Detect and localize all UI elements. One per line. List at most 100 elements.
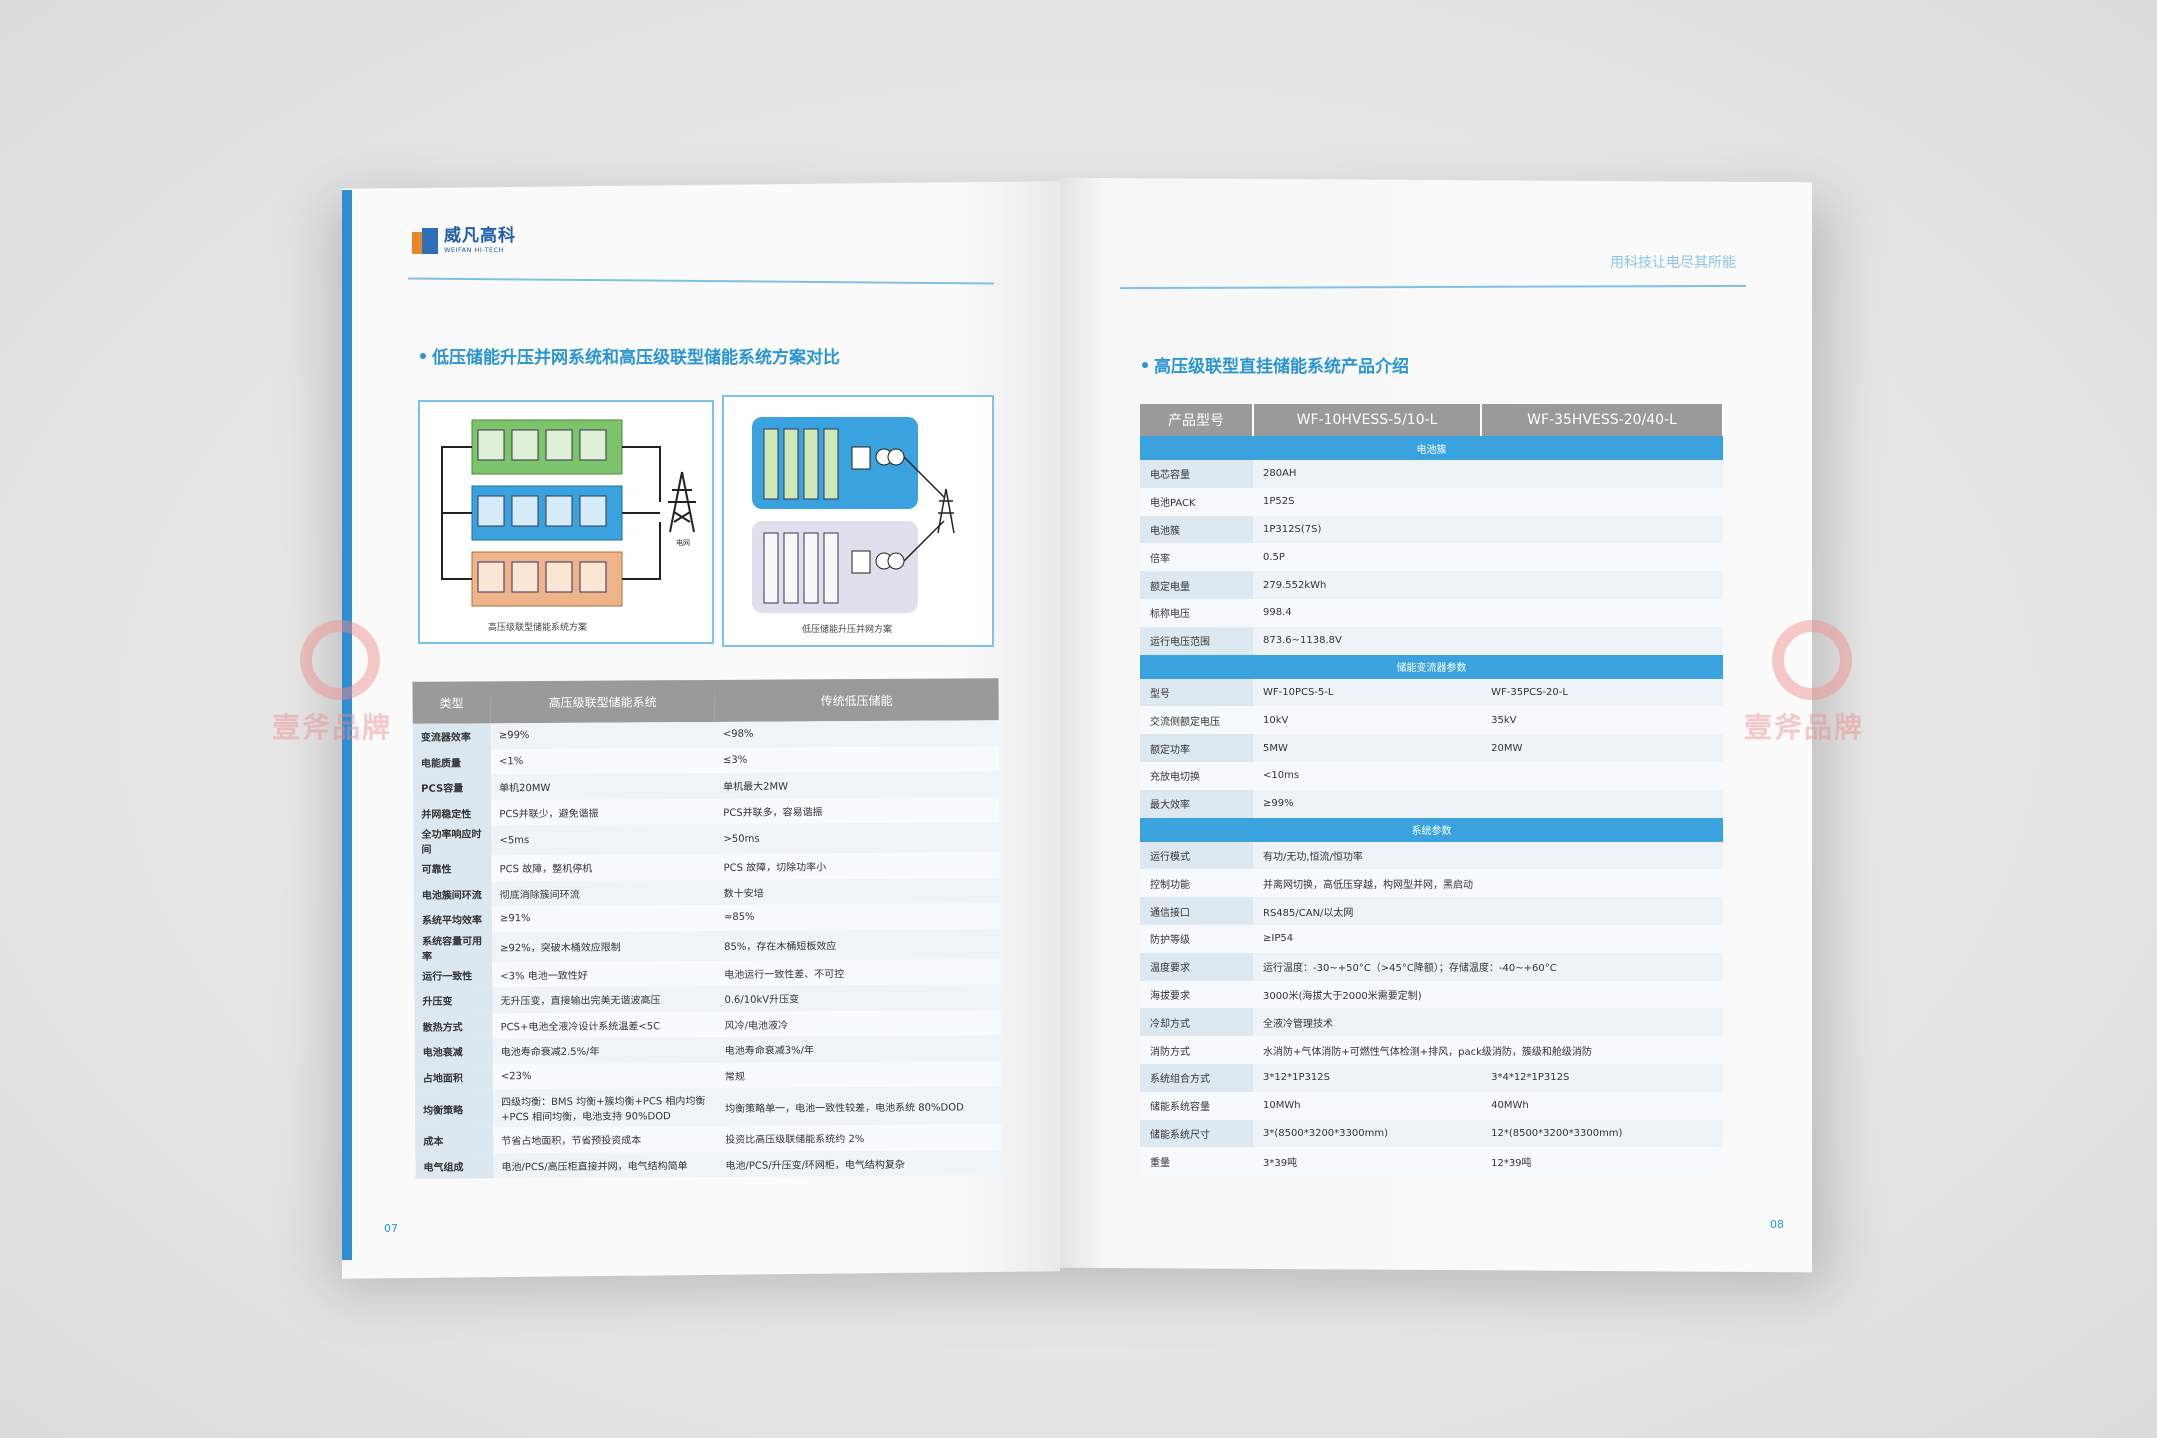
phase-b-block [471, 485, 623, 541]
watermark-text: 壹斧品牌 [272, 711, 393, 744]
spec-col-model-a: WF-10HVESS-5/10-L [1253, 404, 1483, 436]
spec-row: 充放电切换 <10ms [1140, 761, 1723, 790]
spec-row: 温度要求 运行温度：-30~+50°C（>45°C降额）；存储温度：-40~+60… [1140, 952, 1723, 981]
spec-value-a: RS485/CAN/以太网 [1253, 897, 1723, 925]
spec-value-a: 5MW [1253, 734, 1482, 762]
bullet-icon [420, 352, 426, 359]
row-label: 系统容量可用率 [414, 931, 493, 963]
transmission-tower-icon [668, 471, 696, 533]
spec-value-a: 水消防+气体消防+可燃性气体检测+排风，pack级消防，簇级和舱级消防 [1253, 1036, 1723, 1064]
row-label: 全功率响应时间 [413, 825, 492, 856]
hv-value: 彻底消除簇间环流 [491, 879, 716, 907]
spec-row: 冷却方式 全液冷管理技术 [1140, 1008, 1723, 1037]
watermark-logo-icon [1772, 620, 1852, 700]
spec-row: 储能系统尺寸 3*(8500*3200*3300mm) 12*(8500*3200*… [1140, 1119, 1723, 1148]
comparison-table: 类型 高压级联型储能系统 传统低压储能 变流器效率 ≥99% <98% 电能质量 <1%… [412, 678, 1002, 1179]
spec-value-b: 3*4*12*1P312S [1481, 1063, 1723, 1092]
lv-value: 常规 [716, 1060, 1001, 1088]
spec-row: 通信接口 RS485/CAN/以太网 [1140, 897, 1723, 925]
brand-logo: 威凡高科 WEIFAN HI-TECH [412, 228, 516, 254]
spec-section-band: 电池簇 [1140, 436, 1723, 460]
spec-value-a: 873.6~1138.8V [1253, 626, 1723, 655]
row-label: 电池衰减 [414, 1038, 493, 1065]
diagram-lowvoltage-system [722, 395, 994, 647]
col-header-hv: 高压级联型储能系统 [490, 679, 715, 724]
row-label: 电池簇间环流 [413, 880, 492, 907]
spec-row: 型号 WF-10PCS-5-L WF-35PCS-20-L [1140, 678, 1723, 707]
comparison-row: 电能质量 <1% ≤3% [412, 745, 1000, 775]
spec-label: 电芯容量 [1140, 460, 1253, 488]
comparison-row: PCS容量 单机20MW 单机最大2MW [413, 771, 1000, 801]
spec-value-a: 1P312S(7S) [1253, 515, 1723, 544]
cascaded-diagram-svg: 电网 [441, 419, 696, 607]
left-section-title: 低压储能升压并网系统和高压级联型储能系统方案对比 [420, 343, 840, 368]
lv-tower-icon [937, 488, 955, 534]
right-section-title-text: 高压级联型直挂储能系统产品介绍 [1154, 357, 1409, 377]
lv-value: PCS 故障，切除功率小 [715, 852, 1000, 880]
lv-value: 单机最大2MW [715, 771, 1000, 799]
hv-value: 电池寿命衰减2.5%/年 [492, 1036, 717, 1064]
product-spec-table: 产品型号 WF-10HVESS-5/10-L WF-35HVESS-20/40-… [1140, 404, 1724, 1176]
comparison-row: 并网稳定性 PCS并联少，避免谐振 PCS并联多，容易谐振 [413, 796, 1000, 826]
spec-row: 额定电量 279.552kWh [1140, 571, 1723, 599]
spec-row: 运行电压范围 873.6~1138.8V [1140, 626, 1723, 655]
lv-value: PCS并联多，容易谐振 [715, 796, 1000, 824]
hv-value: PCS 故障，整机停机 [491, 853, 716, 881]
spec-row: 海拔要求 3000米(海拔大于2000米需要定制) [1140, 980, 1723, 1009]
spec-label: 控制功能 [1140, 869, 1253, 898]
spec-row: 消防方式 水消防+气体消防+可燃性气体检测+排风，pack级消防，簇级和舱级消防 [1140, 1036, 1723, 1064]
lv-value: 数十安培 [715, 877, 1000, 905]
row-label: 成本 [415, 1127, 494, 1154]
hv-value: 单机20MW [491, 772, 716, 800]
comparison-row: 占地面积 <23% 常规 [414, 1060, 1001, 1090]
diagram-right-caption: 低压储能升压并网方案 [802, 625, 893, 635]
hv-value: ≥91% [491, 904, 717, 932]
lv-value: 电池运行一致性差、不可控 [716, 958, 1001, 986]
lowvoltage-diagram-svg [752, 417, 955, 613]
spec-value-a: 998.4 [1253, 598, 1723, 627]
comparison-row: 可靠性 PCS 故障，整机停机 PCS 故障，切除功率小 [413, 852, 1000, 882]
spec-label: 海拔要求 [1140, 980, 1253, 1009]
spec-value-a: 3*12*1P312S [1253, 1063, 1482, 1092]
hv-value: ≥92%，突破木桶效应限制 [492, 930, 717, 962]
lv-value: 投资比高压级联储能系统约 2% [717, 1124, 1002, 1152]
spec-label: 储能系统尺寸 [1140, 1119, 1253, 1148]
row-label: 散热方式 [414, 1012, 493, 1039]
spec-section-band: 系统参数 [1140, 817, 1723, 842]
comparison-row: 系统平均效率 ≥91% ≈85% [413, 903, 1001, 933]
row-label: 并网稳定性 [413, 799, 492, 826]
spec-section-title: 系统参数 [1140, 817, 1723, 842]
spec-value-a: 3000米(海拔大于2000米需要定制) [1253, 980, 1723, 1009]
lv-value: 0.6/10kV升压变 [716, 984, 1001, 1012]
row-label: 变流器效率 [412, 723, 491, 750]
watermark-right: 壹斧品牌 [1744, 620, 1864, 746]
spec-label: 储能系统容量 [1140, 1091, 1253, 1120]
spec-value-a: 1P52S [1253, 487, 1723, 516]
spec-value-a: <10ms [1253, 761, 1723, 790]
lv-value: ≤3% [714, 745, 1000, 773]
hv-value: <1% [490, 747, 716, 775]
row-label: 升压变 [414, 987, 493, 1014]
spec-row: 最大效率 ≥99% [1140, 789, 1723, 818]
right-page-number: 08 [1770, 1218, 1784, 1231]
col-header-lv: 传统低压储能 [714, 678, 999, 722]
lv-value: 85%，存在木桶短板效应 [716, 928, 1001, 961]
spec-row: 运行模式 有功/无功,恒流/恒功率 [1140, 841, 1723, 870]
row-label: PCS容量 [413, 774, 492, 801]
comparison-row: 散热方式 PCS+电池全液冷设计系统温差<5C 风冷/电池液冷 [414, 1009, 1001, 1039]
spec-value-a: 10MWh [1253, 1091, 1482, 1120]
spec-row: 交流侧额定电压 10kV 35kV [1140, 706, 1723, 735]
watermark-left: 壹斧品牌 [272, 620, 392, 746]
row-label: 占地面积 [414, 1063, 493, 1090]
left-section-title-text: 低压储能升压并网系统和高压级联型储能系统方案对比 [432, 348, 840, 368]
spec-value-b: 12*39吨 [1481, 1147, 1723, 1176]
lv-value: ≈85% [715, 903, 1001, 931]
hv-value: ≥99% [490, 721, 715, 749]
spec-row: 系统组合方式 3*12*1P312S 3*4*12*1P312S [1140, 1063, 1723, 1092]
watermark-text: 壹斧品牌 [1744, 711, 1865, 744]
spec-value-b: 20MW [1481, 734, 1723, 762]
comparison-row: 电池簇间环流 彻底消除簇间环流 数十安培 [413, 877, 1000, 907]
spec-row: 电池PACK 1P52S [1140, 487, 1723, 516]
spec-label: 通信接口 [1140, 897, 1253, 925]
logo-name-cn: 威凡高科 [444, 226, 516, 247]
